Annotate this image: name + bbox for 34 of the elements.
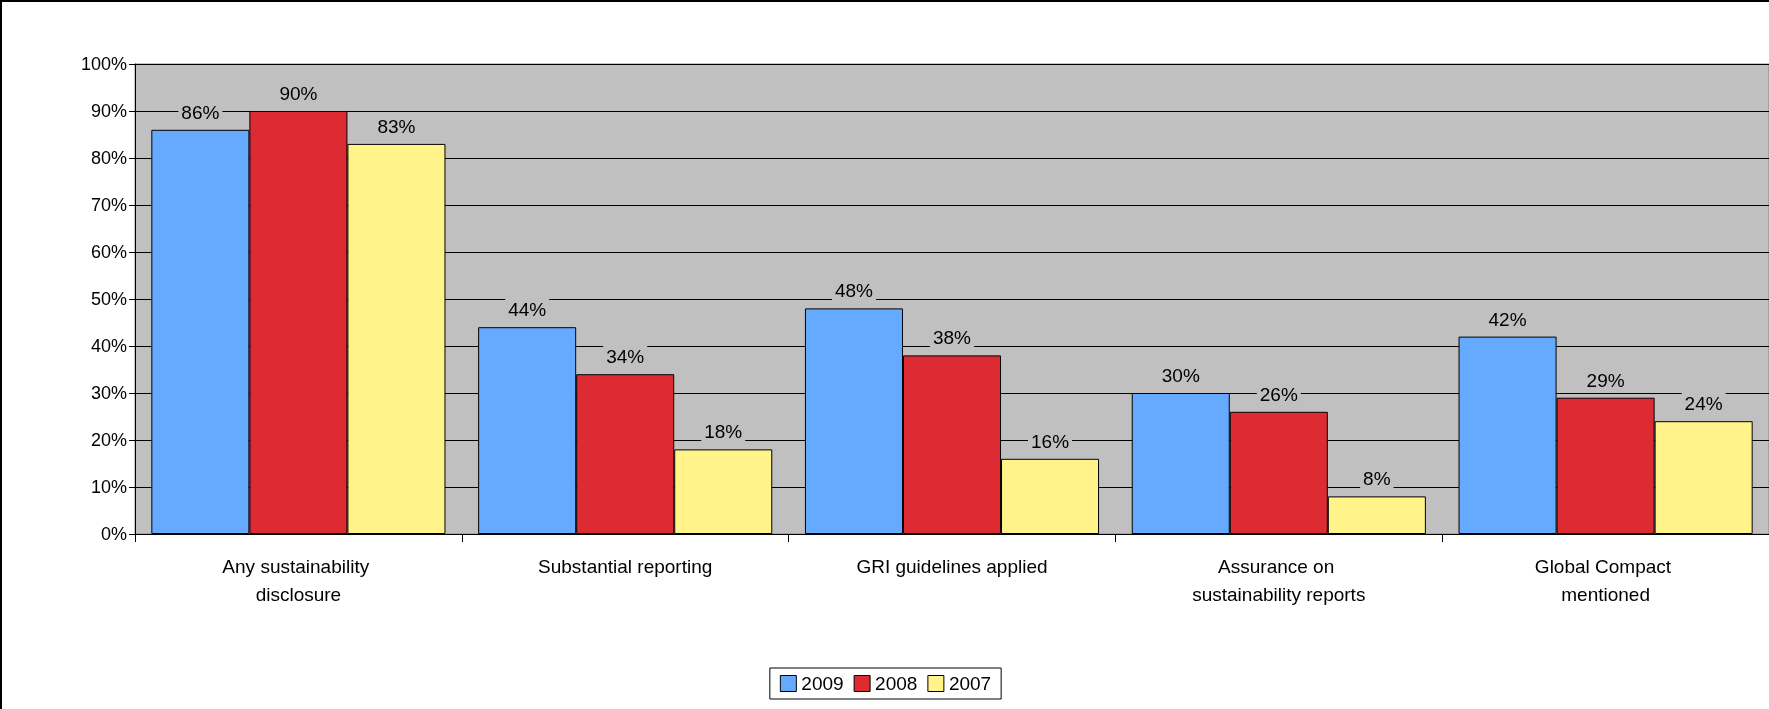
x-tick-label: Assurance on sustainability reports — [1192, 555, 1366, 605]
data-label: 42% — [1488, 308, 1527, 330]
legend-label: 2008 — [875, 673, 918, 694]
y-tick-label: 60% — [90, 242, 127, 262]
data-label: 83% — [377, 115, 416, 137]
data-label: 48% — [834, 280, 874, 302]
data-label: 44% — [508, 299, 547, 321]
y-tick-label: 50% — [90, 289, 127, 309]
data-label: 90% — [279, 83, 318, 104]
y-tick-label: 30% — [90, 383, 127, 403]
y-tick-label: 20% — [90, 430, 127, 450]
y-tick-label: 0% — [100, 524, 127, 544]
y-tick-label: 100% — [80, 54, 127, 74]
data-label: 24% — [1684, 393, 1723, 415]
y-tick-label: 40% — [90, 336, 127, 356]
data-label: 29% — [1586, 369, 1625, 391]
y-tick-label: 70% — [90, 195, 127, 215]
data-label: 86% — [181, 101, 220, 123]
y-tick-label: 10% — [90, 477, 127, 497]
data-label: 30% — [1161, 365, 1200, 386]
data-label: 16% — [1031, 430, 1070, 452]
data-label: 8% — [1363, 468, 1391, 490]
legend-label: 2007 — [948, 673, 992, 694]
data-label: 26% — [1259, 383, 1298, 405]
y-tick-label: 90% — [90, 101, 127, 121]
x-tick-label: GRI guidelines applied — [856, 555, 1048, 577]
data-label: 38% — [932, 327, 972, 349]
x-tick-label: Substantial reporting — [538, 555, 713, 577]
data-label: 18% — [704, 421, 743, 443]
x-tick-label: Global Compact mentioned — [1534, 555, 1677, 605]
legend-label: 2009 — [801, 673, 844, 694]
data-label: 34% — [606, 346, 645, 368]
x-tick-label: Any sustainability disclosure — [222, 555, 375, 605]
y-tick-label: 80% — [90, 148, 127, 168]
